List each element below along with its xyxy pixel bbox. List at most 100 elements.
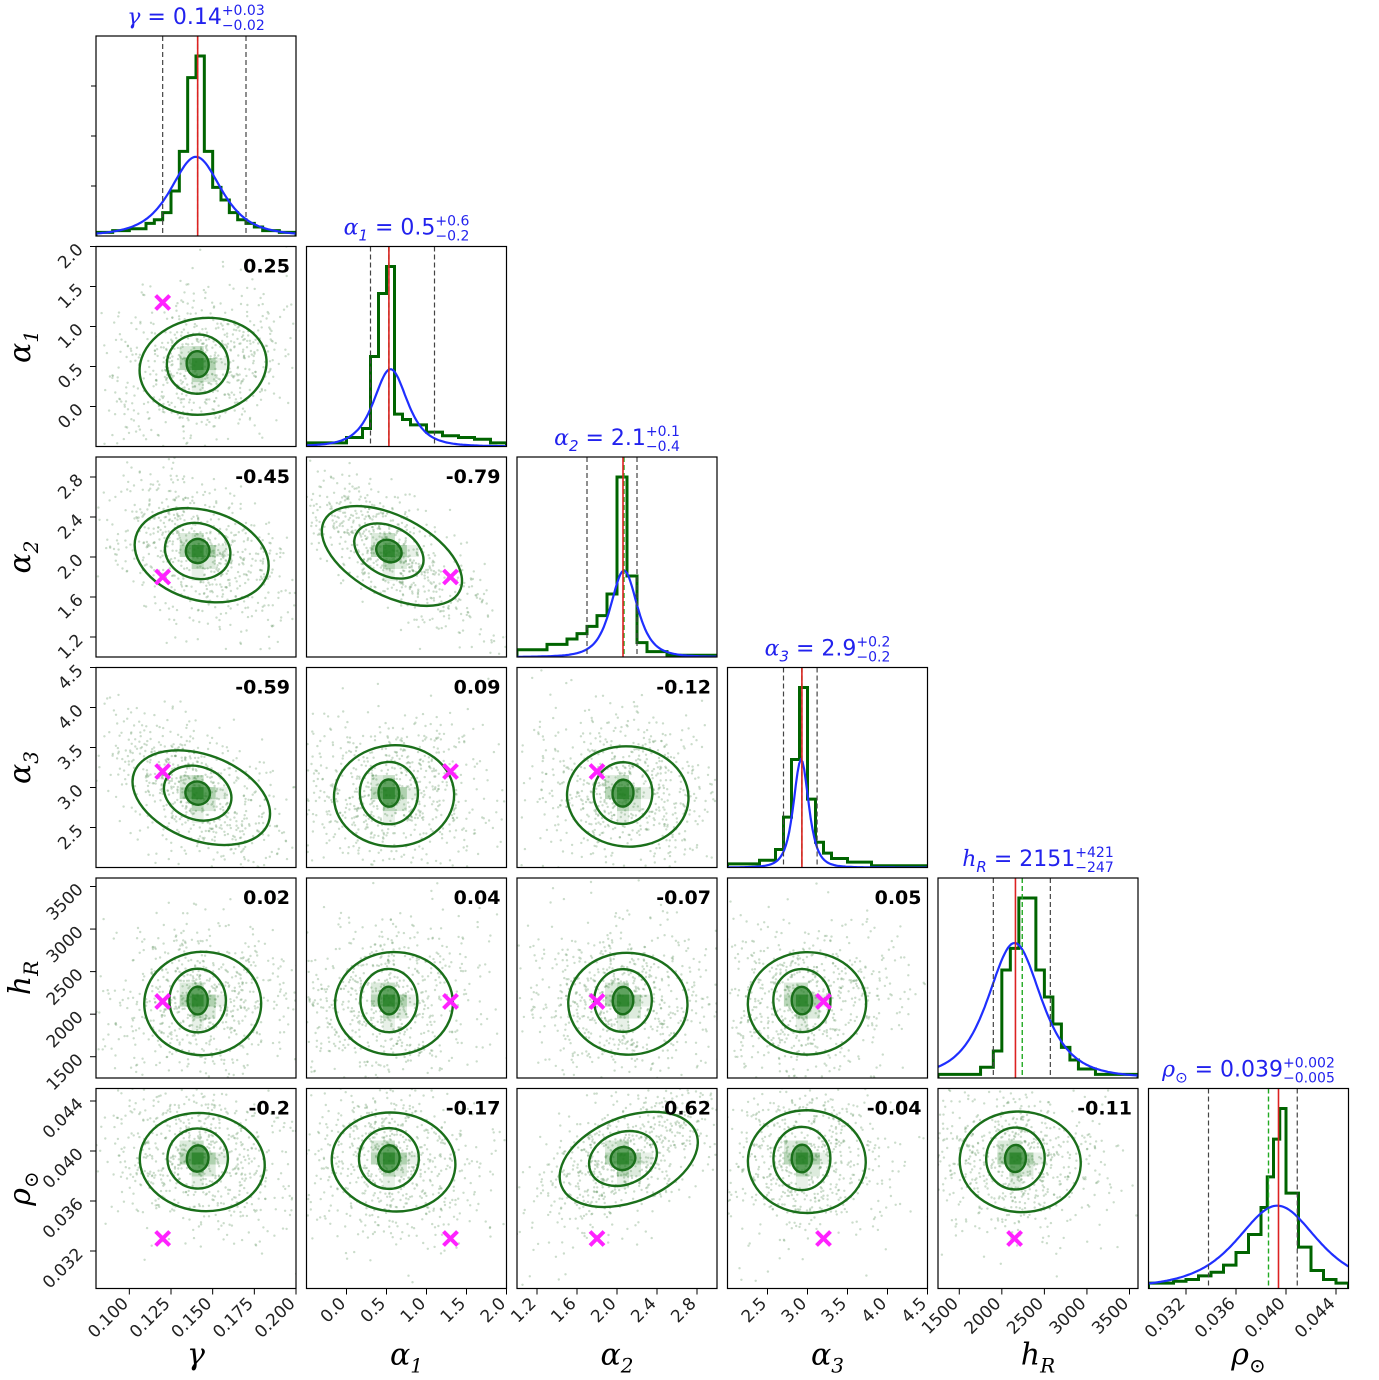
contour-1 <box>185 349 210 379</box>
panel-frame <box>516 456 718 658</box>
x-tick-label: 2000 <box>961 1294 1006 1339</box>
contour-3 <box>558 1110 700 1209</box>
density-cell <box>191 1176 204 1189</box>
contour-3 <box>746 1109 867 1215</box>
y-tick-label: 2.4 <box>54 510 87 543</box>
panel-frame <box>516 666 718 869</box>
contour-2 <box>166 1127 230 1190</box>
density-cell <box>191 1018 204 1031</box>
title-alpha1: α1 = 0.5+0.6 <box>344 214 470 245</box>
title-minus-alpha1: −0.2 <box>435 229 469 245</box>
density-cell <box>795 1176 808 1189</box>
contour-2 <box>772 967 832 1034</box>
y-axis-label-hR: hR <box>3 961 43 995</box>
panel-frame <box>726 1087 929 1290</box>
hist-panel-rho: ρ⊙ = 0.039+0.002−0.005 <box>1147 1056 1350 1290</box>
x-tick-label: 3500 <box>1088 1294 1133 1339</box>
contour-1 <box>790 1143 814 1174</box>
x-tick-label: 3000 <box>1046 1294 1091 1339</box>
density-cell <box>191 382 204 395</box>
hist-panel-gamma: γ = 0.14+0.03−0.02 <box>91 3 297 237</box>
truth-marker <box>588 763 606 780</box>
hist-step-alpha2 <box>517 475 717 657</box>
contour-3 <box>131 749 272 847</box>
contour-3 <box>138 1111 266 1213</box>
x-tick-label: 0.100 <box>84 1294 133 1343</box>
title-hR: hR = 2151+421 <box>962 845 1113 876</box>
scatter-panel-gamma-rho: -0.2 <box>95 1087 297 1290</box>
y-axis-label-alpha2: α2 <box>3 541 43 574</box>
hist-panel-alpha3: α3 = 2.9+0.2−0.2 <box>726 635 929 869</box>
truth-marker <box>154 992 172 1010</box>
x-tick-label: 0.125 <box>126 1294 175 1343</box>
y-tick-label: 1.6 <box>54 590 87 623</box>
scatter-panel-gamma-alpha3: -0.59 <box>95 666 297 869</box>
x-tick-label: 2.0 <box>587 1294 620 1327</box>
y-tick-label: 4.5 <box>54 661 87 694</box>
density-cell <box>382 1018 395 1031</box>
x-tick-label: 1.0 <box>397 1294 430 1327</box>
y-tick-label: 0.036 <box>39 1194 88 1243</box>
contour-1 <box>184 537 211 565</box>
x-axis-alpha1: 0.0 0.5 1.0 1.5 2.0 α1 <box>317 1288 510 1378</box>
truth-marker <box>1006 1230 1024 1247</box>
fit-curve-hR <box>938 941 1138 1077</box>
panel-frame <box>305 1087 508 1290</box>
y-tick-label: 4.0 <box>54 701 87 734</box>
x-tick-label: 2.5 <box>738 1294 771 1327</box>
correlation-value: 0.04 <box>454 887 501 909</box>
scatter-panel-alpha1-rho: -0.17 <box>305 1087 508 1290</box>
sample-points <box>96 693 296 868</box>
panel-frame <box>726 877 929 1079</box>
panel-frame <box>937 877 1139 1079</box>
correlation-value: -0.07 <box>656 887 711 909</box>
density-cell <box>1033 1152 1046 1165</box>
truth-marker <box>815 992 832 1010</box>
hist-step-alpha3 <box>727 686 928 868</box>
truth-marker <box>588 992 606 1010</box>
contour-1 <box>611 778 635 808</box>
x-axis-alpha2: 1.2 1.6 2.0 2.4 2.8 α2 <box>507 1288 701 1378</box>
x-tick-label: 0.200 <box>251 1294 300 1343</box>
contour-3 <box>330 1111 457 1213</box>
hist-panel-hR: hR = 2151+421−247 <box>937 845 1139 1079</box>
x-tick-label: 4.0 <box>858 1294 891 1327</box>
fit-curve-alpha2 <box>517 569 717 657</box>
y-tick-label: 2.0 <box>54 240 87 273</box>
contour-2 <box>772 1125 832 1192</box>
panel-frame <box>305 666 508 869</box>
panel-frame <box>95 245 297 448</box>
contour-1 <box>609 1145 637 1172</box>
y-tick-label: 3000 <box>43 922 88 967</box>
contour-3 <box>332 743 456 848</box>
contour-1 <box>611 985 635 1016</box>
panel-frame <box>1147 1087 1350 1290</box>
y-axis-label-rho: ρ⊙ <box>3 1171 43 1206</box>
y-axis-alpha2: 1.2 1.6 2.0 2.4 2.8 α2 <box>3 470 96 664</box>
correlation-value: -0.59 <box>235 677 290 699</box>
correlation-value: -0.79 <box>446 466 501 488</box>
x-axis-alpha3: 2.5 3.0 3.5 4.0 4.5α3 <box>738 1288 931 1378</box>
density-cell <box>406 545 419 557</box>
x-tick-label: 1.6 <box>547 1294 580 1327</box>
scatter-panel-alpha3-hR: 0.05 <box>726 877 929 1079</box>
correlation-value: 0.02 <box>243 887 290 909</box>
y-axis-label-alpha1: α1 <box>3 330 43 363</box>
fit-curve-gamma <box>96 155 296 235</box>
y-tick-label: 2500 <box>43 965 88 1010</box>
correlation-value: -0.45 <box>235 466 290 488</box>
fit-curve-alpha1 <box>306 368 507 447</box>
density-cell <box>382 1176 395 1189</box>
y-tick-label: 3.0 <box>54 781 87 814</box>
x-axis-label-alpha1: α1 <box>390 1338 423 1378</box>
scatter-panel-hR-rho: -0.11 <box>937 1087 1139 1290</box>
truth-marker <box>442 992 459 1010</box>
density-cell <box>215 545 228 557</box>
x-tick-label: 2500 <box>1003 1294 1048 1339</box>
y-tick-label: 0.044 <box>39 1094 88 1143</box>
x-axis-rho: 0.032 0.036 0.040 0.044 ρ⊙ <box>1141 1288 1340 1378</box>
truth-marker <box>154 763 172 780</box>
scatter-panel-alpha1-alpha2: -0.79 <box>305 456 508 658</box>
contour-3 <box>746 950 868 1056</box>
